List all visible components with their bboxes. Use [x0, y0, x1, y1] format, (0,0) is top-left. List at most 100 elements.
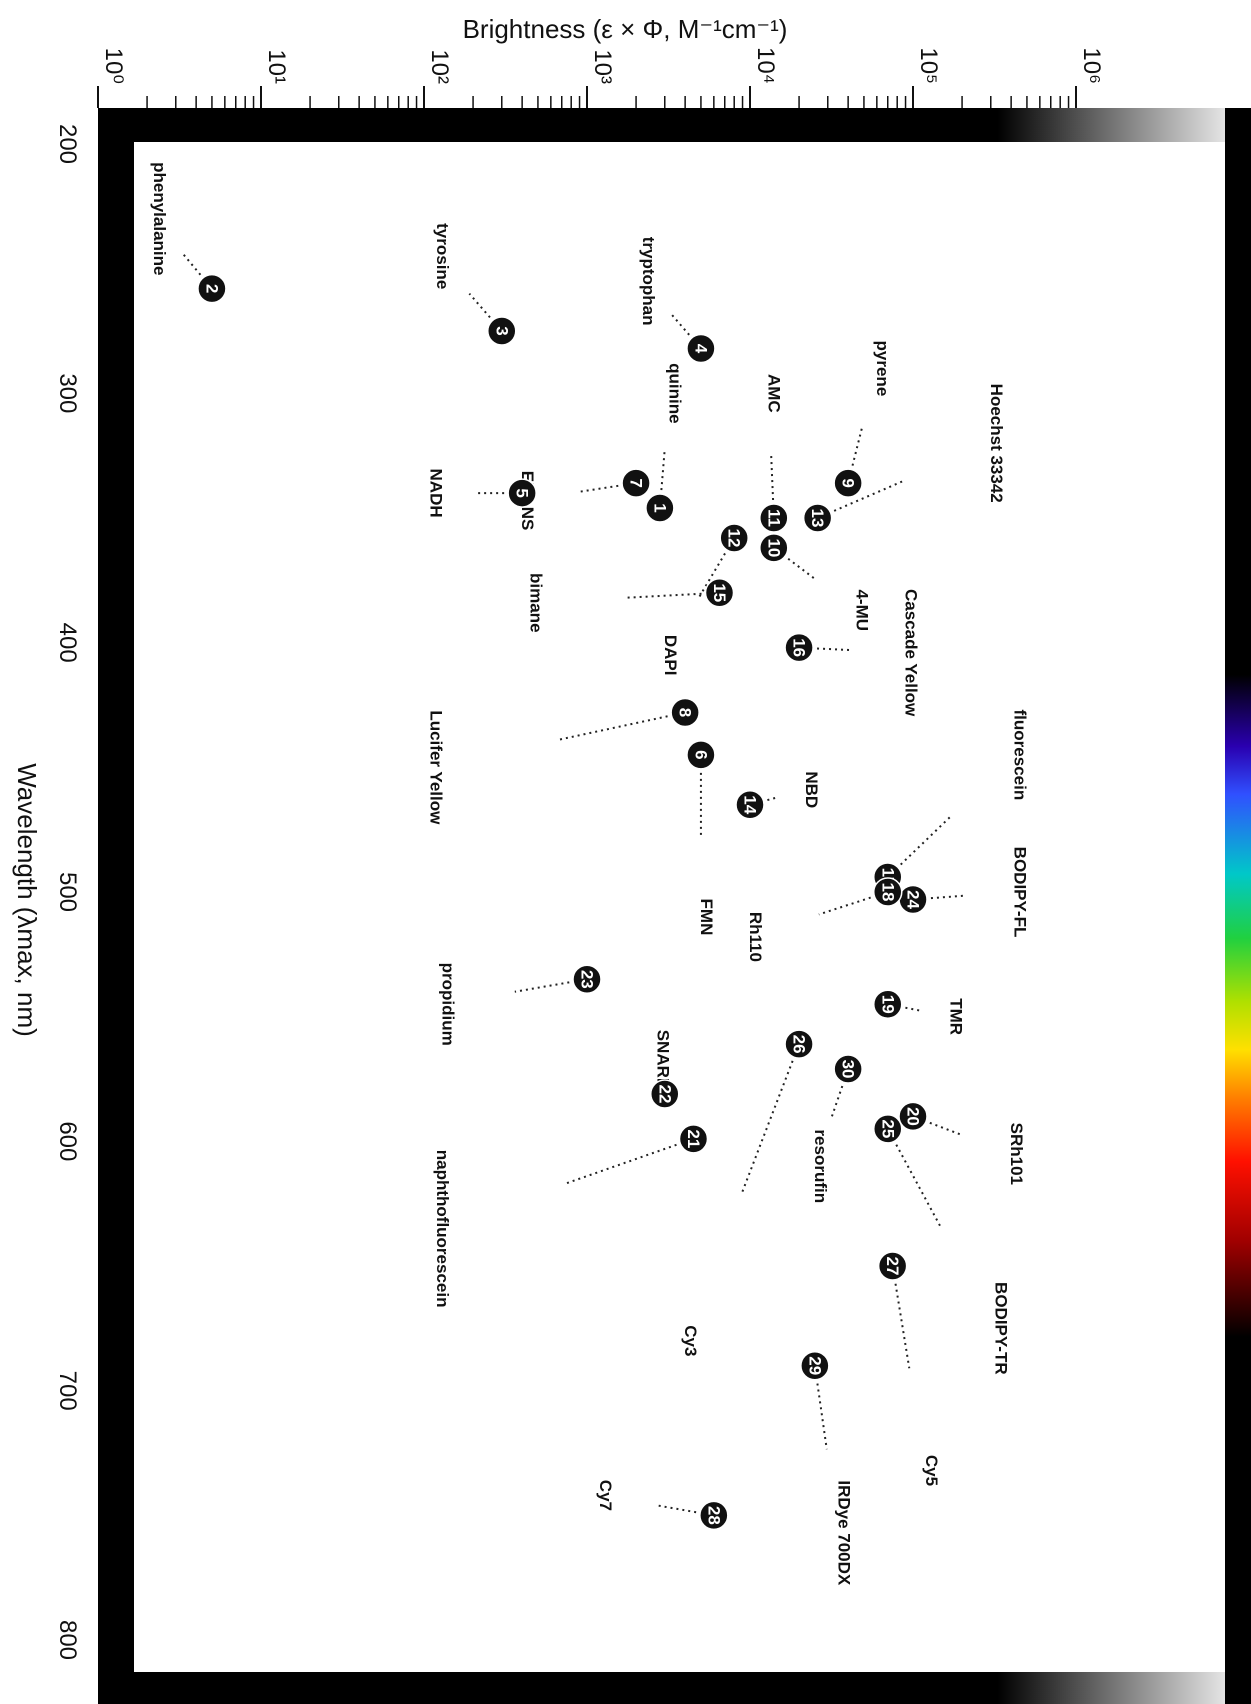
leader-line	[741, 1043, 801, 1193]
data-point-12: 12	[719, 523, 749, 553]
dye-label: NBD	[802, 771, 821, 808]
dye-label: Rh110	[746, 912, 765, 962]
point-number: 2	[202, 284, 221, 293]
leader-line	[773, 547, 816, 580]
x-axis-ticks: 10⁰ 10¹ 10² 10³ 10⁴ 10⁵ 10⁶	[97, 47, 1105, 108]
leader-line	[912, 894, 964, 901]
point-marker	[704, 578, 735, 608]
dye-label: propidium	[439, 963, 458, 1046]
point-number: 9	[839, 478, 858, 487]
data-point-29: 29	[800, 1350, 830, 1381]
point-number: 27	[883, 1257, 902, 1276]
data-point-20: 20	[898, 1101, 928, 1132]
dye-label: SRh101	[1007, 1123, 1026, 1185]
point-number: 22	[655, 1084, 674, 1103]
data-point-18: 18	[873, 877, 903, 907]
dye-label: Cascade Yellow	[902, 589, 921, 717]
data-point-21: 21	[678, 1124, 709, 1154]
point-marker	[678, 1124, 709, 1154]
leader-line	[912, 1115, 963, 1137]
dye-label: FMN	[697, 899, 716, 936]
point-marker	[873, 1114, 903, 1144]
point-number: 29	[805, 1356, 824, 1375]
leader-line	[813, 1365, 828, 1450]
point-number: 19	[878, 995, 897, 1014]
point-marker	[670, 697, 700, 728]
data-point-19: 19	[873, 989, 903, 1019]
data-point-30: 30	[833, 1054, 863, 1084]
data-point-15: 15	[704, 578, 735, 608]
leader-line	[624, 591, 720, 599]
x-axis-title: Brightness (ε × Φ, M⁻¹cm⁻¹)	[463, 14, 788, 44]
point-number: 5	[513, 488, 532, 497]
point-number: 3	[492, 326, 511, 335]
leader-line	[770, 455, 775, 519]
leader-line	[891, 1265, 911, 1369]
point-marker	[833, 1054, 863, 1084]
dye-label: naphthofluorescein	[433, 1150, 452, 1308]
x-tick-label: 10⁴	[752, 47, 779, 84]
data-point-27: 27	[877, 1251, 908, 1281]
point-number: 16	[790, 638, 809, 657]
data-point-11: 11	[759, 503, 789, 533]
data-point-1: 1	[645, 493, 675, 523]
leader-line	[564, 1137, 694, 1185]
dye-label: BODIPY-FL	[1011, 847, 1030, 938]
dye-label: quinine	[665, 363, 684, 423]
y-tick-label: 400	[54, 623, 81, 663]
frame-left-bar	[98, 108, 134, 1704]
leader-line	[578, 482, 637, 493]
leader-line	[656, 1504, 715, 1517]
dye-label: AMC	[765, 374, 784, 413]
x-tick-label: 10⁰	[100, 48, 127, 84]
frame-top-bar	[98, 108, 1251, 142]
x-tick-label: 10¹	[263, 49, 290, 84]
point-marker	[873, 877, 903, 907]
leader-lines	[182, 253, 964, 1517]
leader-line	[830, 1068, 850, 1118]
point-number: 24	[904, 890, 923, 909]
point-marker	[572, 964, 602, 995]
point-number: 1	[650, 503, 669, 512]
point-marker	[686, 333, 716, 364]
dye-label: resorufin	[811, 1129, 830, 1203]
point-marker	[487, 316, 517, 346]
leader-line	[468, 292, 503, 332]
point-marker	[759, 503, 789, 533]
dye-label: NADH	[427, 469, 446, 518]
point-number: 15	[710, 583, 729, 602]
point-marker	[621, 468, 651, 498]
data-point-23: 23	[572, 964, 602, 995]
dye-label: Lucifer Yellow	[427, 710, 446, 825]
dye-labels: phenylalanine tyrosine tryptophan quinine AM…	[150, 162, 1030, 1586]
dye-label: BODIPY-TR	[991, 1282, 1010, 1375]
leader-line	[886, 1128, 943, 1230]
data-point-2: 2	[197, 273, 227, 304]
dye-label: Hoechst 33342	[987, 384, 1006, 503]
data-point-7: 7	[621, 468, 651, 498]
point-number: 18	[878, 883, 897, 902]
data-point-16: 16	[784, 632, 814, 663]
dye-label: 4-MU	[852, 589, 871, 631]
dye-label: Cy3	[681, 1325, 700, 1356]
point-marker	[802, 503, 833, 533]
y-tick-label: 200	[54, 124, 81, 164]
leader-line	[847, 425, 864, 484]
leader-line	[817, 479, 905, 519]
point-marker	[507, 478, 537, 508]
point-number: 30	[839, 1060, 858, 1079]
point-marker	[877, 1251, 908, 1281]
data-point-9: 9	[833, 468, 863, 498]
x-tick-label: 10⁵	[915, 47, 942, 84]
point-marker	[699, 1500, 729, 1531]
point-marker	[784, 632, 814, 663]
point-number: 23	[578, 970, 597, 989]
dye-label: tryptophan	[639, 237, 658, 326]
point-number: 26	[790, 1035, 809, 1054]
y-tick-label: 500	[54, 872, 81, 912]
point-marker	[873, 989, 903, 1019]
x-tick-label: 10²	[426, 49, 453, 84]
point-number: 14	[741, 795, 760, 814]
point-number: 7	[627, 478, 646, 487]
